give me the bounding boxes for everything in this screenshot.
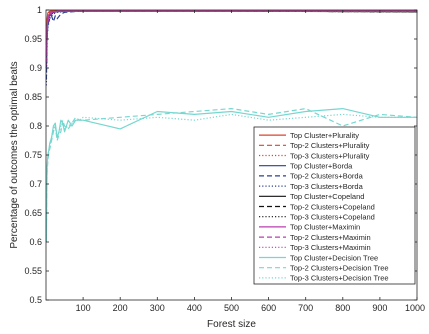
x-tick-label: 700 [298, 303, 313, 313]
legend-entry-label: Top-2 Clusters+Decision Tree [290, 264, 389, 273]
x-axis-label: Forest size [207, 319, 256, 330]
legend-entry-label: Top Cluster+Decision Tree [290, 253, 378, 262]
series-line-5 [45, 10, 417, 80]
legend-entry-label: Top-3 Clusters+Borda [290, 182, 364, 191]
series-line-11 [45, 10, 417, 63]
series-line-9 [45, 10, 418, 69]
x-tick-label: 400 [187, 303, 202, 313]
y-tick-label: 0.5 [29, 295, 42, 305]
x-tick-label: 600 [261, 303, 276, 313]
legend-entry-label: Top-2 Clusters+Copeland [290, 202, 375, 211]
y-tick-label: 0.75 [24, 150, 42, 160]
axis-ticks: 100 200 300 400 500 600 700 800 900 1000 0.5 0.55 0.… [24, 5, 425, 313]
legend-entry-label: Top-3 Clusters+Copeland [290, 213, 375, 222]
legend-entry-label: Top-2 Clusters+Borda [290, 172, 364, 181]
y-tick-label: 0.8 [29, 121, 42, 131]
legend-entry-label: Top-3 Clusters+Maximin [290, 243, 371, 252]
series-line-1 [45, 9, 417, 40]
y-tick-label: 0.85 [24, 92, 42, 102]
y-tick-label: 0.95 [24, 34, 42, 44]
y-tick-label: 0.6 [29, 237, 42, 247]
series-line-10 [45, 10, 417, 57]
legend-entry-label: Top-3 Clusters+Plurality [290, 151, 370, 160]
legend-entry-label: Top-3 Clusters+Decision Tree [290, 274, 389, 283]
x-tick-label: 900 [372, 303, 387, 313]
series-line-12 [45, 10, 417, 69]
legend-entry-label: Top Cluster+Plurality [290, 131, 359, 140]
legend-entry-label: Top Cluster+Borda [290, 162, 353, 171]
series-line-7 [45, 10, 418, 57]
series-line-6 [45, 10, 417, 86]
x-tick-label: 1000 [405, 303, 425, 313]
series-line-4 [45, 10, 417, 69]
y-tick-label: 0.7 [29, 179, 42, 189]
series-line-2 [45, 9, 417, 45]
y-tick-label: 0.65 [24, 208, 42, 218]
x-tick-label: 300 [150, 303, 165, 313]
legend-entry-label: Top-2 Clusters+Maximin [290, 233, 371, 242]
y-axis-label: Percentage of outcomes the optimal beats [9, 61, 20, 248]
x-tick-label: 500 [224, 303, 239, 313]
y-tick-label: 0.9 [29, 63, 42, 73]
legend-entry-label: Top Cluster+Copeland [290, 192, 364, 201]
series-line-8 [45, 10, 418, 63]
x-tick-label: 800 [335, 303, 350, 313]
x-tick-label: 200 [113, 303, 128, 313]
legend-entry-label: Top Cluster+Maximin [290, 223, 360, 232]
y-tick-label: 0.55 [24, 266, 42, 276]
series-lines [45, 9, 418, 243]
y-tick-label: 1 [37, 5, 42, 15]
legend-entry-label: Top-2 Clusters+Plurality [290, 141, 370, 150]
x-tick-label: 100 [76, 303, 91, 313]
series-line-3 [45, 9, 417, 51]
